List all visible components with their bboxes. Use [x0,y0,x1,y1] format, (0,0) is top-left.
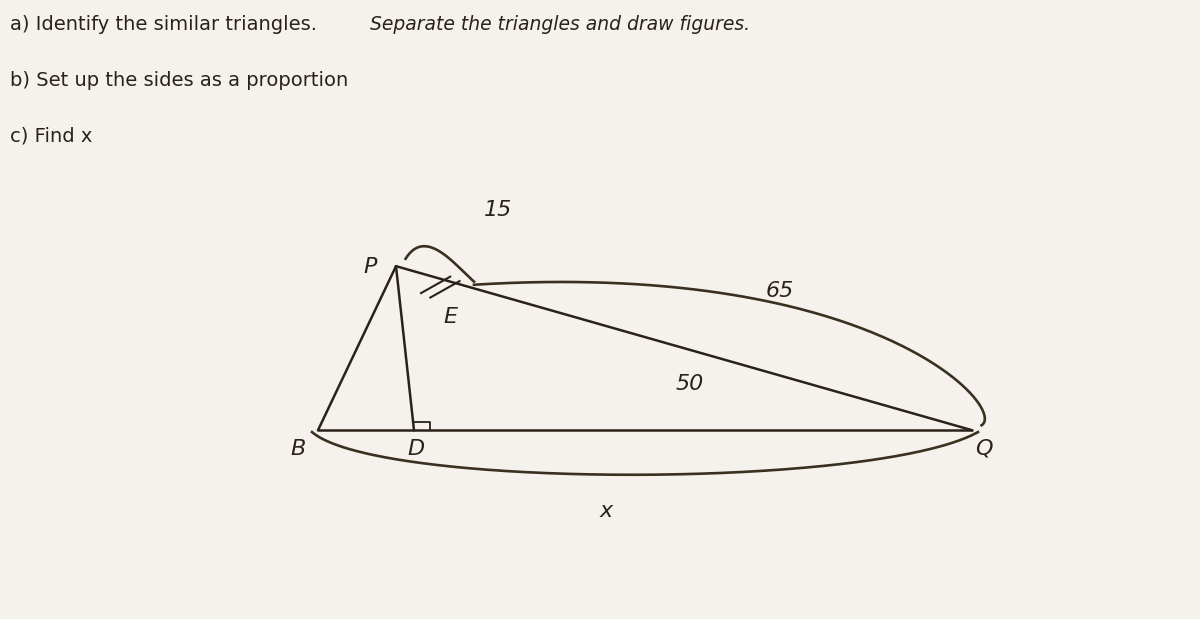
Text: b) Set up the sides as a proportion: b) Set up the sides as a proportion [10,71,348,90]
Text: c) Find x: c) Find x [10,127,92,146]
Text: Separate the triangles and draw figures.: Separate the triangles and draw figures. [370,15,750,35]
Text: 15: 15 [484,201,512,220]
Text: 50: 50 [676,374,704,394]
Text: Q: Q [976,439,992,459]
Text: D: D [408,439,425,459]
Text: E: E [443,307,457,327]
Text: P: P [362,258,377,277]
Text: x: x [600,501,612,521]
Text: 65: 65 [766,281,794,301]
Text: B: B [290,439,305,459]
Text: a) Identify the similar triangles.: a) Identify the similar triangles. [10,15,317,35]
